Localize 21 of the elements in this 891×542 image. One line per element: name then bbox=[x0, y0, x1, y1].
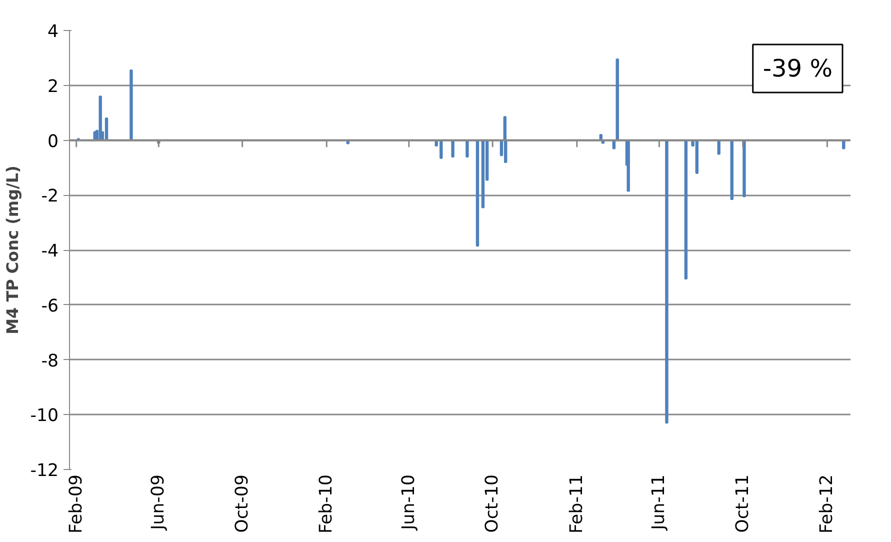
x-tick-label: Oct-09 bbox=[232, 474, 252, 533]
x-tick-label: Feb-09 bbox=[66, 474, 86, 534]
y-tick-label: 2 bbox=[47, 76, 59, 97]
x-tick-label: Jun-09 bbox=[148, 474, 169, 531]
x-tick-label: Feb-12 bbox=[817, 474, 838, 534]
x-tick-label: Oct-10 bbox=[482, 474, 503, 533]
y-tick-label: 4 bbox=[47, 22, 59, 42]
x-tick-label: Jun-11 bbox=[649, 474, 670, 531]
x-tick-label: Oct-11 bbox=[732, 474, 753, 533]
y-tick-label: 0 bbox=[47, 132, 59, 152]
annotation: -39 % bbox=[762, 54, 833, 82]
y-axis-title: M4 TP Conc (mg/L) bbox=[3, 166, 22, 334]
y-tick-label: -2 bbox=[41, 186, 59, 207]
x-tick-label: Jun-10 bbox=[398, 474, 419, 531]
y-tick-label: -6 bbox=[41, 296, 59, 316]
x-tick-label: Feb-10 bbox=[316, 474, 337, 534]
y-tick-label: -10 bbox=[30, 406, 59, 426]
y-tick-label: -4 bbox=[41, 242, 59, 262]
y-tick-label: -12 bbox=[30, 461, 59, 481]
x-tick-label: Feb-11 bbox=[566, 474, 587, 534]
y-tick-label: -8 bbox=[41, 351, 59, 372]
